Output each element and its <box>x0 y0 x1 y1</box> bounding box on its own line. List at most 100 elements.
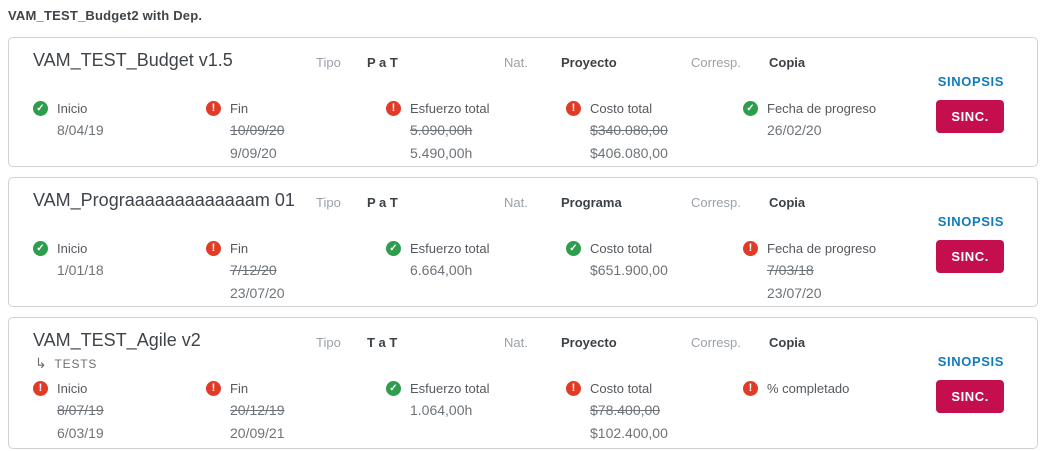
field-esfuerzo-total: Esfuerzo total 1.064,00h <box>386 380 490 420</box>
field-value: 26/02/20 <box>767 122 822 138</box>
field-label: Fin <box>230 101 249 116</box>
project-card: VAM_Prograaaaaaaaaaaaam 01 Tipo P a T Na… <box>8 177 1038 307</box>
field-inicio: Inicio 1/01/18 <box>33 240 104 280</box>
field-label: Fin <box>230 381 249 396</box>
sync-button[interactable]: SINC. <box>936 100 1004 133</box>
check-circle-icon <box>566 241 581 256</box>
field-label: Inicio <box>57 101 88 116</box>
field-old-value: 10/09/20 <box>230 122 285 138</box>
sinopsis-link[interactable]: SINOPSIS <box>937 74 1004 89</box>
project-card: VAM_TEST_Agile v2 ↳ TESTS Tipo T a T Nat… <box>8 317 1038 449</box>
tipo-label: Tipo <box>316 335 341 350</box>
field-esfuerzo-total: Esfuerzo total 6.664,00h <box>386 240 490 280</box>
check-circle-icon <box>743 101 758 116</box>
field-label: Esfuerzo total <box>410 381 490 396</box>
field-costo-total: Costo total $78.400,00 $102.400,00 <box>566 380 668 443</box>
field-label: Costo total <box>590 381 653 396</box>
field-fin: Fin 7/12/20 23/07/20 <box>206 240 285 303</box>
page-title: VAM_TEST_Budget2 with Dep. <box>8 8 203 23</box>
field-label: Fecha de progreso <box>767 241 877 256</box>
tipo-label: Tipo <box>316 195 341 210</box>
field-value: 20/09/21 <box>230 425 285 441</box>
field-label: Inicio <box>57 381 88 396</box>
field-label: Costo total <box>590 241 653 256</box>
sync-button[interactable]: SINC. <box>936 380 1004 413</box>
corresp-label: Corresp. <box>691 195 741 210</box>
alert-circle-icon <box>206 381 221 396</box>
project-title: VAM_TEST_Budget v1.5 <box>33 50 233 70</box>
tipo-value: P a T <box>367 55 398 70</box>
field-value: 6/03/19 <box>57 425 104 441</box>
field-old-value: 8/07/19 <box>57 402 104 418</box>
field-value: $102.400,00 <box>590 425 668 441</box>
field-value: 1/01/18 <box>57 262 104 278</box>
card-actions: SINOPSIS SINC. <box>936 214 1004 273</box>
field-label: Fecha de progreso <box>767 101 877 116</box>
project-title: VAM_TEST_Agile v2 <box>33 330 201 350</box>
field-label: Esfuerzo total <box>410 241 490 256</box>
project-card: VAM_TEST_Budget v1.5 Tipo P a T Nat. Pro… <box>8 37 1038 167</box>
card-actions: SINOPSIS SINC. <box>936 354 1004 413</box>
tipo-label: Tipo <box>316 55 341 70</box>
alert-circle-icon <box>33 381 48 396</box>
nat-value: Programa <box>561 195 622 210</box>
nat-value: Proyecto <box>561 55 617 70</box>
field-value: $651.900,00 <box>590 262 668 278</box>
sinopsis-link[interactable]: SINOPSIS <box>937 214 1004 229</box>
field-fecha-progreso: Fecha de progreso 7/03/18 23/07/20 <box>743 240 876 303</box>
alert-circle-icon <box>743 241 758 256</box>
field-old-value: 20/12/19 <box>230 402 285 418</box>
corresp-label: Corresp. <box>691 55 741 70</box>
field-value: 6.664,00h <box>410 262 473 278</box>
field-label: Inicio <box>57 241 88 256</box>
field-value: 8/04/19 <box>57 122 104 138</box>
alert-circle-icon <box>743 381 758 396</box>
check-circle-icon <box>33 241 48 256</box>
field-fin: Fin 20/12/19 20/09/21 <box>206 380 285 443</box>
corresp-value: Copia <box>769 195 806 210</box>
field-pct-completado: % completado <box>743 380 849 397</box>
alert-circle-icon <box>566 101 581 116</box>
field-fin: Fin 10/09/20 9/09/20 <box>206 100 285 163</box>
field-esfuerzo-total: Esfuerzo total 5.090,00h 5.490,00h <box>386 100 490 163</box>
alert-circle-icon <box>386 101 401 116</box>
field-value: 5.490,00h <box>410 145 473 161</box>
check-circle-icon <box>386 381 401 396</box>
field-inicio: Inicio 8/07/19 6/03/19 <box>33 380 104 443</box>
linked-item-label: TESTS <box>54 356 98 371</box>
field-value: 9/09/20 <box>230 145 277 161</box>
subtask-arrow-icon: ↳ <box>35 355 48 371</box>
field-label: Costo total <box>590 101 653 116</box>
nat-label: Nat. <box>504 195 528 210</box>
field-inicio: Inicio 8/04/19 <box>33 100 104 140</box>
tipo-value: T a T <box>367 335 398 350</box>
card-actions: SINOPSIS SINC. <box>936 74 1004 133</box>
nat-value: Proyecto <box>561 335 617 350</box>
field-costo-total: Costo total $340.080,00 $406.080,00 <box>566 100 668 163</box>
nat-label: Nat. <box>504 335 528 350</box>
field-value: 23/07/20 <box>230 285 285 301</box>
alert-circle-icon <box>206 241 221 256</box>
field-label: % completado <box>767 381 850 396</box>
check-circle-icon <box>33 101 48 116</box>
field-old-value: 7/12/20 <box>230 262 277 278</box>
nat-label: Nat. <box>504 55 528 70</box>
field-fecha-progreso: Fecha de progreso 26/02/20 <box>743 100 876 140</box>
sinopsis-link[interactable]: SINOPSIS <box>937 354 1004 369</box>
alert-circle-icon <box>566 381 581 396</box>
field-old-value: $340.080,00 <box>590 122 668 138</box>
field-label: Esfuerzo total <box>410 101 490 116</box>
corresp-label: Corresp. <box>691 335 741 350</box>
sync-button[interactable]: SINC. <box>936 240 1004 273</box>
field-label: Fin <box>230 241 249 256</box>
corresp-value: Copia <box>769 335 806 350</box>
field-costo-total: Costo total $651.900,00 <box>566 240 668 280</box>
field-value: 23/07/20 <box>767 285 822 301</box>
alert-circle-icon <box>206 101 221 116</box>
linked-item: ↳ TESTS <box>35 355 97 372</box>
project-title: VAM_Prograaaaaaaaaaaaam 01 <box>33 190 295 210</box>
field-old-value: $78.400,00 <box>590 402 661 418</box>
field-old-value: 7/03/18 <box>767 262 814 278</box>
check-circle-icon <box>386 241 401 256</box>
field-value: $406.080,00 <box>590 145 668 161</box>
